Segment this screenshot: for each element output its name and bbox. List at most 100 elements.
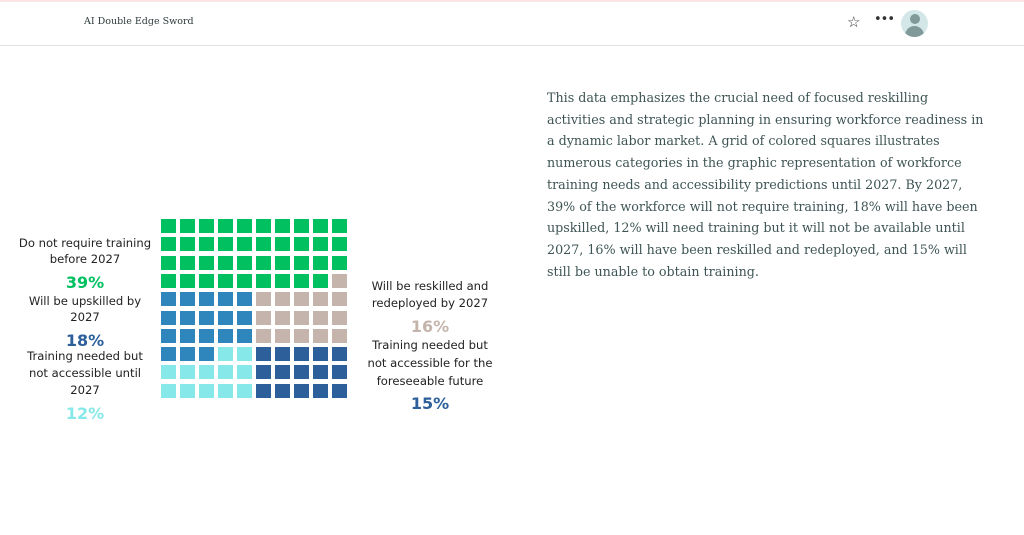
pct-upskilled: 18% xyxy=(65,331,105,350)
waffle-cell-no-training xyxy=(275,273,290,288)
waffle-cell-not-accessible-foreseeable xyxy=(294,383,309,398)
waffle-cell-upskilled xyxy=(218,310,233,325)
label-line: 2027 xyxy=(70,383,100,397)
waffle-cell-not-accessible-foreseeable xyxy=(294,347,309,362)
waffle-cell-upskilled xyxy=(237,292,252,307)
waffle-cell-no-training xyxy=(199,273,214,288)
waffle-cell-upskilled xyxy=(199,328,214,343)
waffle-cell-no-training xyxy=(294,219,309,233)
waffle-cell-not-accessible-foreseeable xyxy=(313,347,328,362)
waffle-cell-reskilled xyxy=(294,292,309,307)
avatar-body-icon xyxy=(905,26,924,37)
waffle-cell-not-accessible-until-2027 xyxy=(199,383,214,398)
waffle-cell-no-training xyxy=(237,255,252,270)
waffle-cell-not-accessible-foreseeable xyxy=(313,383,328,398)
legend-label-not-accessible-until-2027: Training needed but not accessible until… xyxy=(10,348,160,399)
waffle-cell-not-accessible-foreseeable xyxy=(332,365,347,380)
waffle-cell-not-accessible-foreseeable xyxy=(275,383,290,398)
waffle-cell-reskilled xyxy=(332,292,347,307)
waffle-cell-no-training xyxy=(256,255,271,270)
waffle-cell-no-training xyxy=(180,237,195,252)
waffle-grid xyxy=(161,219,351,403)
label-line: Will be reskilled and xyxy=(371,279,489,293)
waffle-cell-no-training xyxy=(161,219,176,233)
waffle-cell-upskilled xyxy=(199,292,214,307)
waffle-cell-no-training xyxy=(237,237,252,252)
label-line: Training needed but xyxy=(27,349,143,363)
waffle-cell-no-training xyxy=(237,219,252,233)
waffle-cell-no-training xyxy=(294,255,309,270)
waffle-cell-not-accessible-foreseeable xyxy=(294,365,309,380)
waffle-cell-not-accessible-foreseeable xyxy=(275,347,290,362)
waffle-cell-no-training xyxy=(180,219,195,233)
waffle-cell-no-training xyxy=(256,273,271,288)
waffle-cell-not-accessible-foreseeable xyxy=(256,365,271,380)
waffle-cell-no-training xyxy=(313,237,328,252)
waffle-cell-not-accessible-until-2027 xyxy=(161,383,176,398)
waffle-cell-reskilled xyxy=(332,273,347,288)
waffle-cell-no-training xyxy=(180,273,195,288)
label-line: 2027 xyxy=(70,310,100,324)
waffle-cell-no-training xyxy=(161,273,176,288)
waffle-cell-not-accessible-foreseeable xyxy=(256,383,271,398)
waffle-cell-no-training xyxy=(218,237,233,252)
waffle-cell-not-accessible-foreseeable xyxy=(275,365,290,380)
avatar-head-icon xyxy=(909,14,920,24)
waffle-cell-no-training xyxy=(332,237,347,252)
waffle-cell-not-accessible-until-2027 xyxy=(218,383,233,398)
waffle-cell-no-training xyxy=(313,219,328,233)
label-line: before 2027 xyxy=(49,252,121,266)
waffle-cell-reskilled xyxy=(294,328,309,343)
legend-label-not-accessible-foreseeable: Training needed but not accessible for t… xyxy=(352,336,508,390)
waffle-cell-not-accessible-foreseeable xyxy=(332,383,347,398)
waffle-cell-upskilled xyxy=(161,347,176,362)
waffle-cell-no-training xyxy=(161,255,176,270)
waffle-cell-no-training xyxy=(313,255,328,270)
waffle-cell-upskilled xyxy=(180,347,195,362)
description-text: This data emphasizes the crucial need of… xyxy=(547,90,984,279)
waffle-cell-upskilled xyxy=(161,328,176,343)
waffle-cell-no-training xyxy=(237,273,252,288)
avatar[interactable] xyxy=(901,10,928,37)
waffle-cell-no-training xyxy=(218,219,233,233)
pct-reskilled: 16% xyxy=(410,317,450,336)
legend-label-upskilled: Will be upskilled by 2027 xyxy=(10,293,160,325)
waffle-cell-not-accessible-until-2027 xyxy=(237,383,252,398)
legend-label-reskilled: Will be reskilled and redeployed by 2027 xyxy=(355,278,505,312)
waffle-cell-no-training xyxy=(199,237,214,252)
waffle-cell-reskilled xyxy=(332,310,347,325)
waffle-cell-not-accessible-until-2027 xyxy=(180,365,195,380)
waffle-cell-not-accessible-until-2027 xyxy=(180,383,195,398)
waffle-cell-reskilled xyxy=(313,310,328,325)
waffle-cell-not-accessible-until-2027 xyxy=(199,365,214,380)
label-line: not accessible for the xyxy=(367,356,493,370)
star-icon[interactable]: ☆ xyxy=(847,13,861,31)
label-line: Will be upskilled by xyxy=(28,294,142,308)
label-line: redeployed by 2027 xyxy=(371,296,489,310)
waffle-cell-not-accessible-until-2027 xyxy=(161,365,176,380)
waffle-cell-not-accessible-until-2027 xyxy=(237,365,252,380)
waffle-cell-reskilled xyxy=(256,328,271,343)
waffle-cell-no-training xyxy=(199,219,214,233)
pct-not-accessible-until-2027: 12% xyxy=(65,404,105,423)
pct-not-accessible-foreseeable: 15% xyxy=(410,394,450,413)
waffle-cell-reskilled xyxy=(275,310,290,325)
waffle-cell-not-accessible-until-2027 xyxy=(237,347,252,362)
pct-no-training: 39% xyxy=(65,273,105,292)
label-line: Do not require training xyxy=(18,236,152,250)
waffle-cell-upskilled xyxy=(237,310,252,325)
waffle-cell-no-training xyxy=(256,237,271,252)
waffle-cell-reskilled xyxy=(256,292,271,307)
waffle-cell-not-accessible-foreseeable xyxy=(332,347,347,362)
waffle-cell-upskilled xyxy=(161,310,176,325)
waffle-cell-reskilled xyxy=(256,310,271,325)
waffle-cell-reskilled xyxy=(275,292,290,307)
waffle-cell-no-training xyxy=(275,237,290,252)
waffle-cell-upskilled xyxy=(180,310,195,325)
more-icon[interactable]: ••• xyxy=(874,12,895,27)
waffle-cell-no-training xyxy=(332,219,347,233)
waffle-cell-not-accessible-foreseeable xyxy=(256,347,271,362)
waffle-cell-no-training xyxy=(180,255,195,270)
waffle-cell-no-training xyxy=(294,273,309,288)
waffle-cell-no-training xyxy=(313,273,328,288)
